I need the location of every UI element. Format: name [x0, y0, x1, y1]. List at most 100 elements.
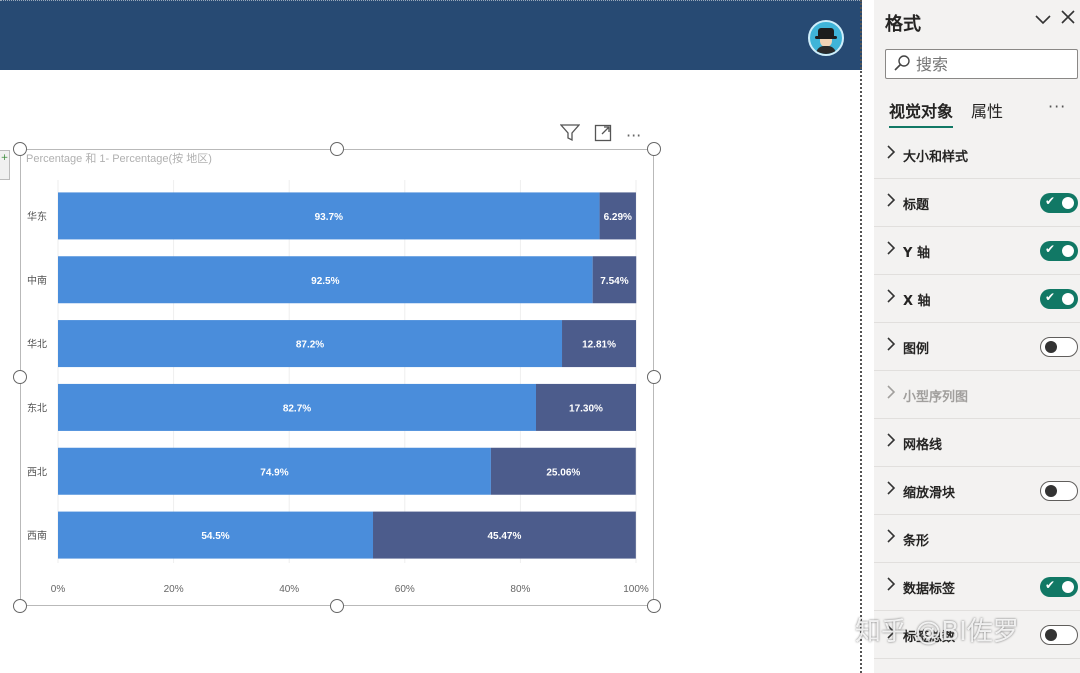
chevron-down-icon[interactable] — [1034, 12, 1052, 30]
y-category-label: 东北 — [27, 401, 47, 414]
chevron-right-icon — [886, 529, 896, 547]
section-label: 网格线 — [903, 438, 943, 453]
bar-segment[interactable] — [592, 256, 637, 304]
format-section[interactable]: 条形 — [874, 515, 1080, 563]
format-section[interactable]: 数据标签 ✔ — [874, 563, 1080, 611]
bar-segment[interactable] — [58, 192, 600, 240]
section-label: 数据标签 — [903, 582, 956, 597]
y-category-label: 华东 — [27, 210, 47, 223]
resize-handle[interactable] — [647, 599, 661, 613]
data-label: 7.54% — [600, 276, 628, 287]
report-header-bar — [0, 0, 862, 70]
format-section[interactable]: 标签总数 — [874, 611, 1080, 659]
resize-handle[interactable] — [330, 142, 344, 156]
canvas-pane-divider — [860, 0, 862, 673]
data-label: 87.2% — [296, 340, 324, 351]
resize-handle[interactable] — [13, 142, 27, 156]
section-label: 图例 — [903, 342, 930, 357]
bar-segment[interactable] — [490, 447, 636, 495]
toggle-switch-on[interactable]: ✔ — [1040, 577, 1078, 597]
x-tick-label: 20% — [164, 584, 184, 595]
resize-handle[interactable] — [13, 370, 27, 384]
bar-segment[interactable] — [58, 256, 593, 304]
more-options-icon[interactable]: ··· — [1048, 97, 1067, 116]
chevron-right-icon — [886, 289, 896, 307]
bar-segment[interactable] — [58, 383, 537, 431]
pane-tabs: 视觉对象 属性 — [889, 98, 1003, 128]
section-label: 缩放滑块 — [903, 486, 956, 501]
y-category-label: 西南 — [27, 529, 47, 542]
data-label: 92.5% — [311, 276, 339, 287]
x-tick-label: 40% — [279, 584, 299, 595]
chevron-right-icon — [886, 385, 896, 403]
resize-handle[interactable] — [13, 599, 27, 613]
toggle-switch-off[interactable] — [1040, 625, 1078, 645]
bar-segment[interactable] — [562, 320, 637, 368]
y-category-label: 西北 — [27, 466, 47, 478]
x-tick-label: 0% — [51, 584, 66, 595]
x-tick-label: 60% — [395, 584, 415, 595]
add-visual-tab[interactable]: + — [0, 150, 10, 180]
close-icon[interactable] — [1060, 9, 1076, 30]
resize-handle[interactable] — [330, 599, 344, 613]
bar-segment[interactable] — [599, 192, 636, 240]
check-icon: ✔ — [1045, 290, 1056, 304]
format-section[interactable]: 网格线 — [874, 419, 1080, 467]
format-section[interactable]: 标题 ✔ — [874, 179, 1080, 227]
toggle-switch-on[interactable]: ✔ — [1040, 193, 1078, 213]
tab-1[interactable]: 属性 — [971, 102, 1004, 121]
chevron-right-icon — [886, 337, 896, 355]
search-input[interactable] — [916, 53, 1066, 75]
bar-segment[interactable] — [536, 383, 636, 431]
data-label: 93.7% — [315, 212, 343, 223]
data-label: 12.81% — [582, 340, 616, 351]
header-dotted-border — [0, 0, 862, 2]
check-icon: ✔ — [1045, 194, 1056, 208]
data-label: 25.06% — [546, 467, 580, 478]
search-icon — [893, 54, 911, 76]
format-section[interactable]: Y 轴 ✔ — [874, 227, 1080, 275]
y-category-label: 中南 — [27, 274, 47, 287]
toggle-switch-off[interactable] — [1040, 481, 1078, 501]
format-section[interactable]: X 轴 ✔ — [874, 275, 1080, 323]
section-label: X 轴 — [903, 294, 931, 309]
bar-segment[interactable] — [58, 320, 563, 368]
data-label: 82.7% — [283, 403, 311, 414]
toggle-switch-on[interactable]: ✔ — [1040, 241, 1078, 261]
section-label: 大小和样式 — [903, 150, 969, 165]
filter-icon[interactable] — [559, 124, 581, 147]
focus-mode-icon[interactable] — [594, 124, 612, 147]
check-icon: ✔ — [1045, 578, 1056, 592]
format-section[interactable]: 大小和样式 — [874, 131, 1080, 179]
pane-title: 格式 — [885, 14, 921, 35]
visual-header-toolbar: ··· — [559, 124, 642, 147]
detective-avatar-icon[interactable] — [808, 20, 844, 56]
stacked-bar-chart[interactable]: 0% 20% 40% 60% 80% 100% 华东 93.7% 6.29% 中南 92.5% 7.5… — [20, 170, 654, 600]
format-section[interactable]: 图例 — [874, 323, 1080, 371]
format-section[interactable]: 缩放滑块 — [874, 467, 1080, 515]
bar-segment[interactable] — [58, 447, 491, 495]
section-label: 标签总数 — [903, 630, 956, 645]
chevron-right-icon — [886, 241, 896, 259]
resize-handle[interactable] — [647, 370, 661, 384]
data-label: 54.5% — [201, 531, 229, 542]
tab-0[interactable]: 视觉对象 — [889, 98, 954, 128]
toggle-switch-on[interactable]: ✔ — [1040, 289, 1078, 309]
chevron-right-icon — [886, 433, 896, 451]
check-icon: ✔ — [1045, 242, 1056, 256]
section-label: 标题 — [903, 198, 930, 213]
format-section[interactable]: 小型序列图 — [874, 371, 1080, 419]
y-category-label: 华北 — [27, 338, 47, 351]
search-box[interactable] — [885, 49, 1078, 79]
x-tick-label: 100% — [623, 584, 649, 595]
chevron-right-icon — [886, 145, 896, 163]
bar-segment[interactable] — [58, 511, 374, 559]
data-label: 45.47% — [487, 531, 521, 542]
resize-handle[interactable] — [647, 142, 661, 156]
more-options-icon[interactable]: ··· — [626, 125, 642, 145]
toggle-switch-off[interactable] — [1040, 337, 1078, 357]
section-label: 小型序列图 — [903, 390, 969, 405]
section-label: 条形 — [903, 534, 930, 549]
bar-segment[interactable] — [373, 511, 636, 559]
